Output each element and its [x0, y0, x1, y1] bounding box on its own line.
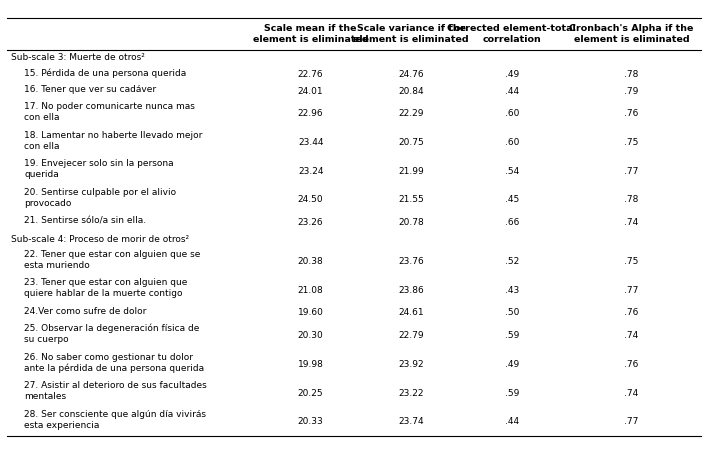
Text: 26. No saber como gestionar tu dolor
ante la pérdida de una persona querida: 26. No saber como gestionar tu dolor ant…: [24, 352, 205, 373]
Text: 19.98: 19.98: [297, 360, 324, 369]
Text: .59: .59: [505, 389, 519, 398]
Text: 22.96: 22.96: [298, 109, 324, 118]
Text: 20.84: 20.84: [399, 87, 424, 96]
Text: .44: .44: [505, 417, 519, 426]
Text: 21.99: 21.99: [399, 167, 424, 176]
Text: 24.Ver como sufre de dolor: 24.Ver como sufre de dolor: [24, 307, 147, 316]
Text: 22.79: 22.79: [399, 331, 424, 340]
Text: .77: .77: [624, 286, 639, 295]
Text: 23.92: 23.92: [399, 360, 424, 369]
Text: 24.50: 24.50: [298, 195, 324, 204]
Text: .74: .74: [624, 389, 639, 398]
Text: Sub-scale 4: Proceso de morir de otros²: Sub-scale 4: Proceso de morir de otros²: [11, 235, 188, 244]
Text: 21.08: 21.08: [298, 286, 324, 295]
Text: .59: .59: [505, 331, 519, 340]
Text: 22. Tener que estar con alguien que se
esta muriendo: 22. Tener que estar con alguien que se e…: [24, 250, 201, 270]
Text: 25. Observar la degeneración física de
su cuerpo: 25. Observar la degeneración física de s…: [24, 324, 200, 345]
Text: 28. Ser consciente que algún día vivirás
esta experiencia: 28. Ser consciente que algún día vivirás…: [24, 410, 207, 430]
Text: 20.75: 20.75: [399, 138, 424, 147]
Text: Scale mean if the
element is eliminated: Scale mean if the element is eliminated: [253, 24, 368, 44]
Text: .79: .79: [624, 87, 639, 96]
Text: .74: .74: [624, 218, 639, 227]
Text: 24.61: 24.61: [399, 308, 424, 317]
Text: .43: .43: [505, 286, 519, 295]
Text: .74: .74: [624, 331, 639, 340]
Text: Scale variance if the
element is eliminated: Scale variance if the element is elimina…: [353, 24, 469, 44]
Text: .76: .76: [624, 360, 639, 369]
Text: Corrected element-total
correlation: Corrected element-total correlation: [447, 24, 576, 44]
Text: 20.30: 20.30: [298, 331, 324, 340]
Text: 16. Tener que ver su cadáver: 16. Tener que ver su cadáver: [24, 85, 156, 94]
Text: .52: .52: [505, 257, 519, 266]
Text: 15. Pérdida de una persona querida: 15. Pérdida de una persona querida: [24, 69, 187, 78]
Text: 27. Asistir al deterioro de sus facultades
mentales: 27. Asistir al deterioro de sus facultad…: [24, 381, 207, 401]
Text: .75: .75: [624, 138, 639, 147]
Text: .78: .78: [624, 70, 639, 79]
Text: 23.86: 23.86: [399, 286, 424, 295]
Text: 23.44: 23.44: [298, 138, 324, 147]
Text: 20.33: 20.33: [298, 417, 324, 426]
Text: 20.25: 20.25: [298, 389, 324, 398]
Text: .76: .76: [624, 109, 639, 118]
Text: Cronbach's Alpha if the
element is eliminated: Cronbach's Alpha if the element is elimi…: [569, 24, 694, 44]
Text: 23.76: 23.76: [399, 257, 424, 266]
Text: .75: .75: [624, 257, 639, 266]
Text: 18. Lamentar no haberte llevado mejor
con ella: 18. Lamentar no haberte llevado mejor co…: [24, 131, 202, 151]
Text: .49: .49: [505, 360, 519, 369]
Text: .78: .78: [624, 195, 639, 204]
Text: .50: .50: [505, 308, 519, 317]
Text: 21. Sentirse sólo/a sin ella.: 21. Sentirse sólo/a sin ella.: [24, 217, 147, 226]
Text: 17. No poder comunicarte nunca mas
con ella: 17. No poder comunicarte nunca mas con e…: [24, 102, 195, 122]
Text: Sub-scale 3: Muerte de otros²: Sub-scale 3: Muerte de otros²: [11, 53, 144, 62]
Text: 23. Tener que estar con alguien que
quiere hablar de la muerte contigo: 23. Tener que estar con alguien que quie…: [24, 278, 188, 298]
Text: 24.01: 24.01: [298, 87, 324, 96]
Text: 23.22: 23.22: [399, 389, 424, 398]
Text: .60: .60: [505, 109, 519, 118]
Text: 22.29: 22.29: [399, 109, 424, 118]
Text: 19. Envejecer solo sin la persona
querida: 19. Envejecer solo sin la persona querid…: [24, 159, 174, 179]
Text: 20.38: 20.38: [298, 257, 324, 266]
Text: .60: .60: [505, 138, 519, 147]
Text: .77: .77: [624, 167, 639, 176]
Text: 23.26: 23.26: [298, 218, 324, 227]
Text: .44: .44: [505, 87, 519, 96]
Text: 23.24: 23.24: [298, 167, 324, 176]
Text: 20. Sentirse culpable por el alivio
provocado: 20. Sentirse culpable por el alivio prov…: [24, 188, 176, 208]
Text: .45: .45: [505, 195, 519, 204]
Text: 23.74: 23.74: [399, 417, 424, 426]
Text: 20.78: 20.78: [399, 218, 424, 227]
Text: .66: .66: [505, 218, 519, 227]
Text: .76: .76: [624, 308, 639, 317]
Text: 24.76: 24.76: [399, 70, 424, 79]
Text: .77: .77: [624, 417, 639, 426]
Text: 21.55: 21.55: [399, 195, 424, 204]
Text: .54: .54: [505, 167, 519, 176]
Text: 22.76: 22.76: [298, 70, 324, 79]
Text: .49: .49: [505, 70, 519, 79]
Text: 19.60: 19.60: [297, 308, 324, 317]
